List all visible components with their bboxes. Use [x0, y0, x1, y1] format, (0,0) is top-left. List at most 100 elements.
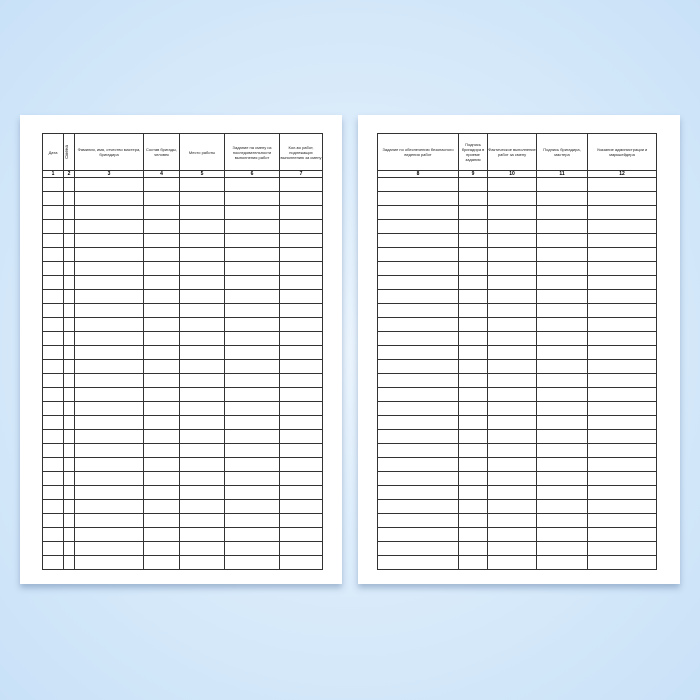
table-row	[42, 289, 323, 304]
table-cell	[63, 555, 75, 570]
left-page: Дата Смена Фамилия, имя, отчество мастер…	[20, 115, 342, 584]
table-row	[42, 415, 323, 430]
table-cell	[487, 345, 537, 360]
table-cell	[279, 513, 323, 528]
table-cell	[587, 415, 657, 430]
table-cell	[179, 233, 225, 248]
table-cell	[487, 191, 537, 206]
table-cell	[536, 233, 588, 248]
table-cell	[74, 275, 144, 290]
table-cell	[487, 429, 537, 444]
table-cell	[279, 527, 323, 542]
table-cell	[179, 219, 225, 234]
table-cell	[587, 317, 657, 332]
col-header: Указание администрации и маркшейдера	[587, 133, 657, 171]
table-cell	[377, 387, 459, 402]
table-row	[377, 373, 657, 388]
table-cell	[63, 177, 75, 192]
table-cell	[536, 191, 588, 206]
col-number: 9	[458, 170, 488, 178]
table-row	[42, 443, 323, 458]
col-header: Фамилия, имя, отчество мастера, бригадир…	[74, 133, 144, 171]
table-cell	[179, 261, 225, 276]
table-cell	[63, 401, 75, 416]
table-cell	[377, 555, 459, 570]
table-cell	[279, 401, 323, 416]
table-cell	[458, 429, 488, 444]
table-cell	[536, 205, 588, 220]
table-cell	[377, 345, 459, 360]
table-row	[42, 555, 323, 570]
table-row	[42, 359, 323, 374]
table-cell	[536, 527, 588, 542]
col-number: 4	[143, 170, 180, 178]
table-cell	[377, 219, 459, 234]
table-cell	[42, 513, 64, 528]
table-row	[377, 303, 657, 318]
table-cell	[143, 191, 180, 206]
table-cell	[179, 191, 225, 206]
table-cell	[587, 191, 657, 206]
table-cell	[63, 527, 75, 542]
right-page: Задание по обеспечению безопасного веден…	[358, 115, 680, 584]
table-row	[377, 317, 657, 332]
table-row	[377, 457, 657, 472]
table-cell	[224, 247, 280, 262]
col-header: Задание на смену из последовательности в…	[224, 133, 280, 171]
table-cell	[279, 275, 323, 290]
table-cell	[224, 499, 280, 514]
table-cell	[536, 415, 588, 430]
table-cell	[487, 457, 537, 472]
table-cell	[377, 317, 459, 332]
table-cell	[224, 471, 280, 486]
table-cell	[42, 331, 64, 346]
table-cell	[143, 499, 180, 514]
table-cell	[143, 331, 180, 346]
table-cell	[587, 275, 657, 290]
col-header: Подпись бригадира, мастера	[536, 133, 588, 171]
table-cell	[587, 373, 657, 388]
table-cell	[63, 415, 75, 430]
table-row	[42, 331, 323, 346]
table-cell	[42, 485, 64, 500]
table-cell	[536, 471, 588, 486]
table-cell	[587, 555, 657, 570]
table-cell	[63, 457, 75, 472]
table-cell	[63, 541, 75, 556]
column-number-row: 8 9 10 11 12	[377, 170, 657, 178]
table-cell	[279, 457, 323, 472]
table-cell	[63, 373, 75, 388]
table-row	[377, 499, 657, 514]
table-cell	[587, 527, 657, 542]
table-cell	[224, 373, 280, 388]
column-number-row: 1 2 3 4 5 6 7	[42, 170, 323, 178]
table-cell	[279, 205, 323, 220]
table-cell	[536, 555, 588, 570]
table-cell	[279, 429, 323, 444]
table-cell	[74, 513, 144, 528]
table-cell	[74, 317, 144, 332]
table-row	[42, 471, 323, 486]
col-number: 5	[179, 170, 225, 178]
table-cell	[224, 191, 280, 206]
table-cell	[536, 429, 588, 444]
table-cell	[179, 513, 225, 528]
table-cell	[42, 317, 64, 332]
table-cell	[536, 331, 588, 346]
table-cell	[377, 513, 459, 528]
table-row	[377, 415, 657, 430]
table-cell	[74, 233, 144, 248]
table-row	[42, 499, 323, 514]
table-cell	[42, 247, 64, 262]
table-cell	[74, 443, 144, 458]
table-cell	[587, 443, 657, 458]
table-cell	[74, 331, 144, 346]
table-row	[42, 401, 323, 416]
table-row	[42, 429, 323, 444]
table-row	[42, 457, 323, 472]
table-cell	[224, 219, 280, 234]
table-cell	[42, 303, 64, 318]
table-cell	[42, 373, 64, 388]
table-row	[377, 191, 657, 206]
table-row	[42, 247, 323, 262]
